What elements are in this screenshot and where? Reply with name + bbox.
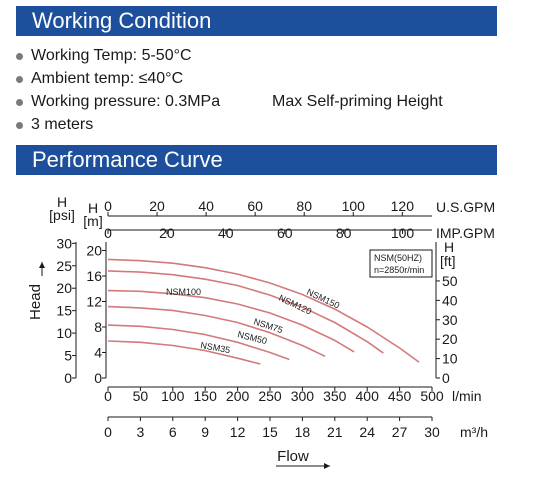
x-tick-label: 9 xyxy=(201,424,209,440)
x-tick-label: 0 xyxy=(104,225,112,241)
y-tick-label: 30 xyxy=(56,235,72,251)
working-condition-list: Working Temp: 5-50°C Ambient temp: ≤40°C… xyxy=(16,44,536,136)
curve-nsm75 xyxy=(107,305,326,358)
x-axis-unit-m3h: m³/h xyxy=(460,424,488,440)
bullet-text: 3 meters xyxy=(31,116,94,133)
x-tick-label: 80 xyxy=(336,225,352,241)
x-tick-label: 15 xyxy=(262,424,278,440)
x-tick-label: 20 xyxy=(149,198,165,214)
y-tick-label: 12 xyxy=(86,293,102,309)
y-tick-label: 0 xyxy=(64,370,72,386)
x-tick-label: 40 xyxy=(218,225,234,241)
curve-nsm150 xyxy=(107,258,420,363)
y-tick-label: 40 xyxy=(442,292,458,308)
x-tick-label: 40 xyxy=(198,198,214,214)
x-tick-label: 30 xyxy=(424,424,440,440)
x-tick-label: 500 xyxy=(420,388,444,404)
bullet-ambient-temp: Ambient temp: ≤40°C xyxy=(16,67,536,90)
bullet-extra-text: Max Self-priming Height xyxy=(272,93,443,110)
bullet-dot-icon xyxy=(16,53,23,60)
x-tick-label: 21 xyxy=(327,424,343,440)
annotation-box xyxy=(369,249,433,278)
y-tick-label: 20 xyxy=(56,280,72,296)
x-tick-label: 6 xyxy=(169,424,177,440)
x-tick-label: 0 xyxy=(104,388,112,404)
y-tick-label: 0 xyxy=(442,370,450,386)
y-tick-label: 10 xyxy=(56,325,72,341)
bullet-dot-icon xyxy=(16,76,23,83)
x-tick-label: 300 xyxy=(291,388,315,404)
bullet-working-pressure: Working pressure: 0.3MPa Max Self-primin… xyxy=(16,90,536,113)
x-tick-label: 400 xyxy=(356,388,380,404)
x-tick-label: 12 xyxy=(230,424,246,440)
y-tick-label: 50 xyxy=(442,273,458,289)
x-tick-label: 3 xyxy=(137,424,145,440)
x-tick-label: 24 xyxy=(359,424,375,440)
x-tick-label: 150 xyxy=(194,388,218,404)
curve-nsm120 xyxy=(107,270,384,354)
x-tick-label: 0 xyxy=(104,198,112,214)
y-tick-label: 10 xyxy=(442,351,458,367)
x-tick-label: 100 xyxy=(391,225,415,241)
y-tick-label: 20 xyxy=(86,242,102,258)
annotation-speed: n=2850r/min xyxy=(374,265,424,275)
x-tick-label: 50 xyxy=(133,388,149,404)
performance-curve-header: Performance Curve xyxy=(16,145,497,175)
x-tick-label: 60 xyxy=(277,225,293,241)
curve-nsm100 xyxy=(107,289,355,353)
y-axis-unit-top-ft: H xyxy=(444,239,454,255)
y-tick-label: 16 xyxy=(86,268,102,284)
y-tick-label: 15 xyxy=(56,303,72,319)
bullet-text: Working Temp: 5-50°C xyxy=(31,47,192,64)
y-tick-label: 0 xyxy=(94,370,102,386)
x-tick-label: 80 xyxy=(296,198,312,214)
bullet-working-temp: Working Temp: 5-50°C xyxy=(16,44,536,67)
bullet-text: Working pressure: 0.3MPa xyxy=(31,93,221,110)
y-tick-label: 30 xyxy=(442,312,458,328)
curve-nsm35 xyxy=(107,340,261,365)
y-axis-unit-m: [m] xyxy=(83,213,102,229)
x-tick-label: 350 xyxy=(323,388,347,404)
y-tick-label: 20 xyxy=(442,331,458,347)
y-axis-title: Head xyxy=(27,284,44,320)
x-axis-unit-impgpm: IMP.GPM xyxy=(436,225,495,241)
x-tick-label: 200 xyxy=(226,388,250,404)
x-axis-unit-lmin: l/min xyxy=(452,388,482,404)
x-tick-label: 20 xyxy=(159,225,175,241)
x-tick-label: 100 xyxy=(161,388,185,404)
working-condition-header: Working Condition xyxy=(16,6,497,36)
y-axis-unit-ft: [ft] xyxy=(440,253,456,269)
x-tick-label: 18 xyxy=(295,424,311,440)
y-tick-label: 8 xyxy=(94,319,102,335)
y-axis-unit-top-psi: H xyxy=(57,194,67,210)
bullet-dot-icon xyxy=(16,99,23,106)
x-axis-unit-usgpm: U.S.GPM xyxy=(436,199,495,215)
y-tick-label: 5 xyxy=(64,348,72,364)
chart-curves xyxy=(107,258,420,365)
bullet-self-priming: 3 meters xyxy=(16,113,536,136)
x-tick-label: 250 xyxy=(258,388,282,404)
curve-nsm50 xyxy=(107,324,290,361)
bullet-text: Ambient temp: ≤40°C xyxy=(31,70,184,87)
series-label-nsm100: NSM100 xyxy=(166,287,201,297)
bullet-dot-icon xyxy=(16,122,23,129)
annotation-model: NSM(50HZ) xyxy=(374,253,422,263)
chart-axes xyxy=(39,212,440,469)
x-tick-label: 27 xyxy=(392,424,408,440)
x-axis-title: Flow xyxy=(277,448,309,465)
y-tick-label: 25 xyxy=(56,258,72,274)
x-tick-label: 0 xyxy=(104,424,112,440)
y-axis-unit-top-m: H xyxy=(88,200,98,216)
x-tick-label: 60 xyxy=(247,198,263,214)
x-tick-label: 120 xyxy=(391,198,415,214)
x-tick-label: 450 xyxy=(388,388,412,404)
y-axis-unit-psi: [psi] xyxy=(49,207,75,223)
x-tick-label: 100 xyxy=(342,198,366,214)
y-tick-label: 4 xyxy=(94,344,102,360)
